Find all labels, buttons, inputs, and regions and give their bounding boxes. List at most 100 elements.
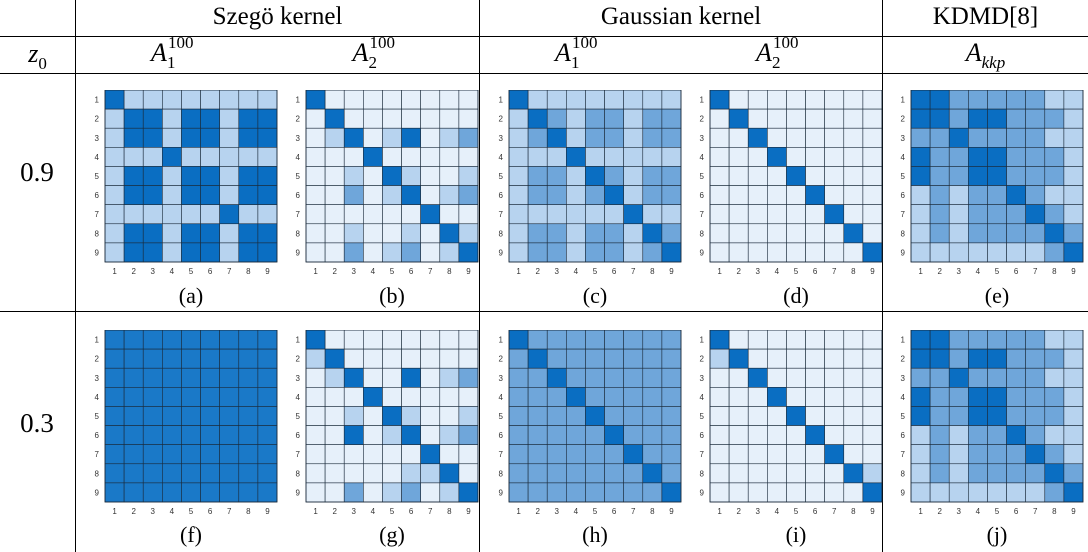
matrix-cell (200, 387, 220, 407)
matrix-panel: 1 1 2 2 3 3 4 4 5 5 6 6 7 7 8 8 9 9 (893, 90, 1085, 282)
matrix-cell (508, 387, 529, 407)
x-tick-label: 3 (555, 267, 560, 276)
matrix-cell (363, 242, 383, 263)
matrix-cell (527, 185, 548, 205)
x-tick-label: 5 (995, 267, 1000, 276)
y-tick-label: 3 (901, 134, 906, 143)
matrix-cell (439, 127, 460, 148)
matrix-cell (805, 425, 825, 445)
matrix-cell (968, 406, 988, 426)
matrix-cell (661, 444, 682, 465)
matrix-cell (566, 463, 586, 484)
matrix-cell (585, 242, 605, 263)
matrix-cell (805, 330, 825, 350)
matrix-cell (343, 463, 364, 484)
matrix-cell (343, 425, 364, 445)
y-tick-label: 9 (499, 488, 504, 497)
x-tick-label: 3 (352, 507, 357, 516)
matrix-cell (767, 425, 787, 445)
matrix-panel: 1 1 2 2 3 3 4 4 5 5 6 6 7 7 8 8 9 9 (692, 90, 884, 282)
y-tick-label: 3 (296, 374, 301, 383)
matrix-cell (401, 223, 421, 244)
y-tick-label: 2 (499, 355, 504, 364)
matrix-cell (728, 147, 749, 167)
matrix-cell (305, 482, 326, 503)
matrix-cell (805, 482, 825, 503)
matrix-cell (439, 425, 460, 445)
matrix-cell (401, 242, 421, 263)
matrix-cell (910, 367, 931, 388)
matrix-cell (123, 330, 144, 350)
matrix-cell (343, 185, 364, 205)
matrix-cell (786, 444, 806, 465)
matrix-cell (439, 90, 460, 110)
x-tick-label: 6 (1014, 267, 1019, 276)
matrix-cell (948, 166, 969, 186)
x-tick-label: 4 (775, 507, 780, 516)
matrix-cell (200, 406, 220, 426)
x-tick-label: 5 (189, 267, 194, 276)
matrix-cell (987, 185, 1007, 205)
matrix-cell (786, 108, 806, 129)
matrix-cell (238, 444, 259, 465)
matrix-cell (786, 425, 806, 445)
matrix-cell (527, 444, 548, 465)
matrix-cell (382, 90, 402, 110)
matrix-cell (123, 482, 144, 503)
x-tick-label: 6 (409, 507, 414, 516)
x-tick-label: 9 (669, 267, 674, 276)
matrix-cell (181, 425, 201, 445)
y-tick-label: 5 (499, 412, 504, 421)
matrix-cell (929, 406, 950, 426)
matrix-cell (200, 242, 220, 263)
x-tick-label: 2 (937, 267, 942, 276)
x-tick-label: 7 (428, 267, 433, 276)
matrix-cell (458, 90, 479, 110)
matrix-cell (1006, 348, 1026, 369)
matrix-cell (257, 367, 278, 388)
matrix-panel: 1 1 2 2 3 3 4 4 5 5 6 6 7 7 8 8 9 9 (491, 330, 683, 522)
col-header-sup: 100 (772, 33, 799, 52)
y-tick-label: 7 (296, 210, 301, 219)
matrix-cell (238, 204, 259, 225)
matrix-cell (585, 482, 605, 503)
matrix-cell (401, 147, 421, 167)
matrix-cell (805, 463, 825, 484)
matrix-cell (363, 387, 383, 407)
matrix-cell (747, 330, 768, 350)
matrix-heatmap: 1 1 2 2 3 3 4 4 5 5 6 6 7 7 8 8 9 9 (499, 330, 682, 516)
matrix-cell (439, 330, 460, 350)
y-tick-label: 7 (95, 210, 100, 219)
matrix-cell (566, 147, 586, 167)
matrix-cell (1025, 444, 1046, 465)
matrix-cell (142, 185, 163, 205)
matrix-panel: 1 1 2 2 3 3 4 4 5 5 6 6 7 7 8 8 9 9 (692, 330, 884, 522)
matrix-cell (843, 463, 864, 484)
matrix-cell (642, 108, 663, 129)
matrix-cell (910, 90, 931, 110)
matrix-cell (968, 223, 988, 244)
matrix-cell (257, 463, 278, 484)
matrix-cell (142, 425, 163, 445)
matrix-cell (142, 242, 163, 263)
matrix-cell (1006, 185, 1026, 205)
matrix-cell (1044, 387, 1065, 407)
matrix-cell (458, 242, 479, 263)
matrix-cell (1006, 444, 1026, 465)
matrix-cell (1063, 482, 1084, 503)
matrix-cell (1025, 406, 1046, 426)
matrix-cell (458, 444, 479, 465)
matrix-cell (709, 223, 730, 244)
matrix-cell (458, 406, 479, 426)
matrix-cell (843, 108, 864, 129)
matrix-cell (1025, 108, 1046, 129)
matrix-cell (566, 444, 586, 465)
matrix-cell (343, 147, 364, 167)
matrix-cell (219, 330, 240, 350)
matrix-cell (363, 463, 383, 484)
matrix-cell (200, 90, 220, 110)
matrix-cell (305, 185, 326, 205)
matrix-cell (1063, 108, 1084, 129)
y-tick-label: 8 (901, 469, 906, 478)
y-tick-label: 7 (700, 450, 705, 459)
